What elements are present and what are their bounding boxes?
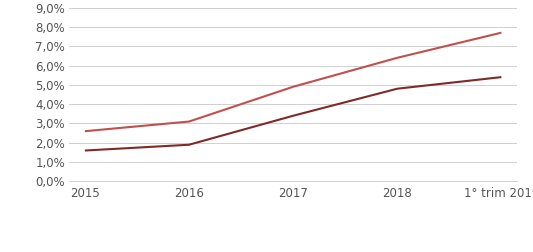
Europa + EFTA [186,120,192,123]
Italia [290,114,296,117]
Italia [186,143,192,146]
Europa + EFTA [498,31,505,34]
Europa + EFTA [290,85,296,88]
Europa + EFTA [394,56,400,59]
Europa + EFTA [82,130,88,133]
Italia [498,76,505,79]
Line: Italia: Italia [85,77,502,150]
Line: Europa + EFTA: Europa + EFTA [85,33,502,131]
Italia [82,149,88,152]
Italia [394,87,400,90]
